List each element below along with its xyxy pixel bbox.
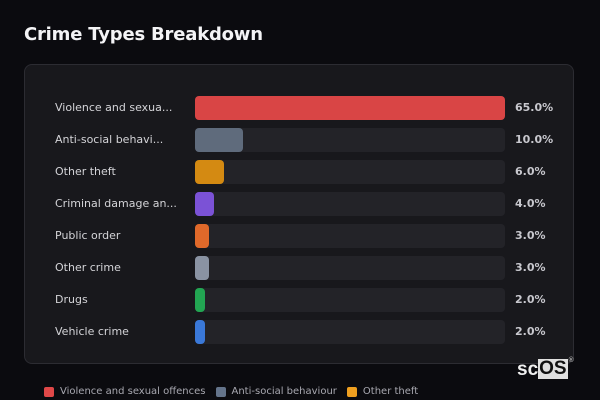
category-label: Other theft <box>55 165 116 178</box>
bar[interactable] <box>195 192 215 216</box>
registered-icon: ® <box>568 357 574 364</box>
bar-track <box>195 256 505 280</box>
value-label: 2.0% <box>515 325 546 338</box>
legend-swatch-icon <box>44 386 54 397</box>
legend-label: Violence and sexual offences <box>60 386 206 397</box>
legend-swatch-icon <box>215 386 226 397</box>
category-label: Public order <box>55 229 121 242</box>
category-label: Anti-social behavi... <box>55 133 164 146</box>
legend-label: Other theft <box>362 386 419 397</box>
chart-row: Other theft 6.0% <box>25 160 573 184</box>
chart-row: Anti-social behavi... 10.0% <box>25 128 573 152</box>
bar-track <box>195 224 505 248</box>
bar-track <box>195 96 505 120</box>
bar[interactable] <box>195 256 210 280</box>
bar[interactable] <box>195 224 210 248</box>
bar[interactable] <box>195 128 243 152</box>
bar-track <box>195 128 505 152</box>
category-label: Criminal damage an... <box>55 197 177 210</box>
category-label: Vehicle crime <box>55 325 129 338</box>
bar-track <box>195 160 505 184</box>
chart-row: Public order 3.0% <box>25 224 573 248</box>
category-label: Drugs <box>55 293 88 306</box>
category-label: Other crime <box>55 261 121 274</box>
bar[interactable] <box>195 96 505 120</box>
legend-item[interactable]: Other theft <box>346 386 419 397</box>
watermark-logo: sc OS ® <box>517 357 574 381</box>
watermark-os: OS <box>538 358 568 379</box>
value-label: 3.0% <box>515 261 546 274</box>
value-label: 4.0% <box>515 197 546 210</box>
chart-legend: Violence and sexual offences Anti-social … <box>44 386 418 397</box>
legend-item[interactable]: Violence and sexual offences <box>44 386 206 397</box>
value-label: 65.0% <box>515 101 554 114</box>
value-label: 10.0% <box>515 133 554 146</box>
bar[interactable] <box>195 160 224 184</box>
bar[interactable] <box>195 320 205 344</box>
value-label: 6.0% <box>515 165 546 178</box>
chart-row: Vehicle crime 2.0% <box>25 320 573 344</box>
legend-label: Anti-social behaviour <box>231 386 337 397</box>
chart-row: Other crime 3.0% <box>25 256 573 280</box>
watermark-sc: sc <box>517 359 539 380</box>
bar-track <box>195 192 505 216</box>
bar-track <box>195 320 505 344</box>
chart-row: Drugs 2.0% <box>25 288 573 312</box>
bar[interactable] <box>195 288 205 312</box>
legend-swatch-icon <box>346 386 357 397</box>
bar-track <box>195 288 505 312</box>
legend-item[interactable]: Anti-social behaviour <box>215 386 337 397</box>
chart-card: Violence and sexua... 65.0% Anti-social be… <box>24 64 574 364</box>
chart-row: Criminal damage an... 4.0% <box>25 192 573 216</box>
page-title: Crime Types Breakdown <box>24 24 263 45</box>
value-label: 2.0% <box>515 293 546 306</box>
chart-row: Violence and sexua... 65.0% <box>25 96 573 120</box>
category-label: Violence and sexua... <box>55 101 173 114</box>
value-label: 3.0% <box>515 229 546 242</box>
